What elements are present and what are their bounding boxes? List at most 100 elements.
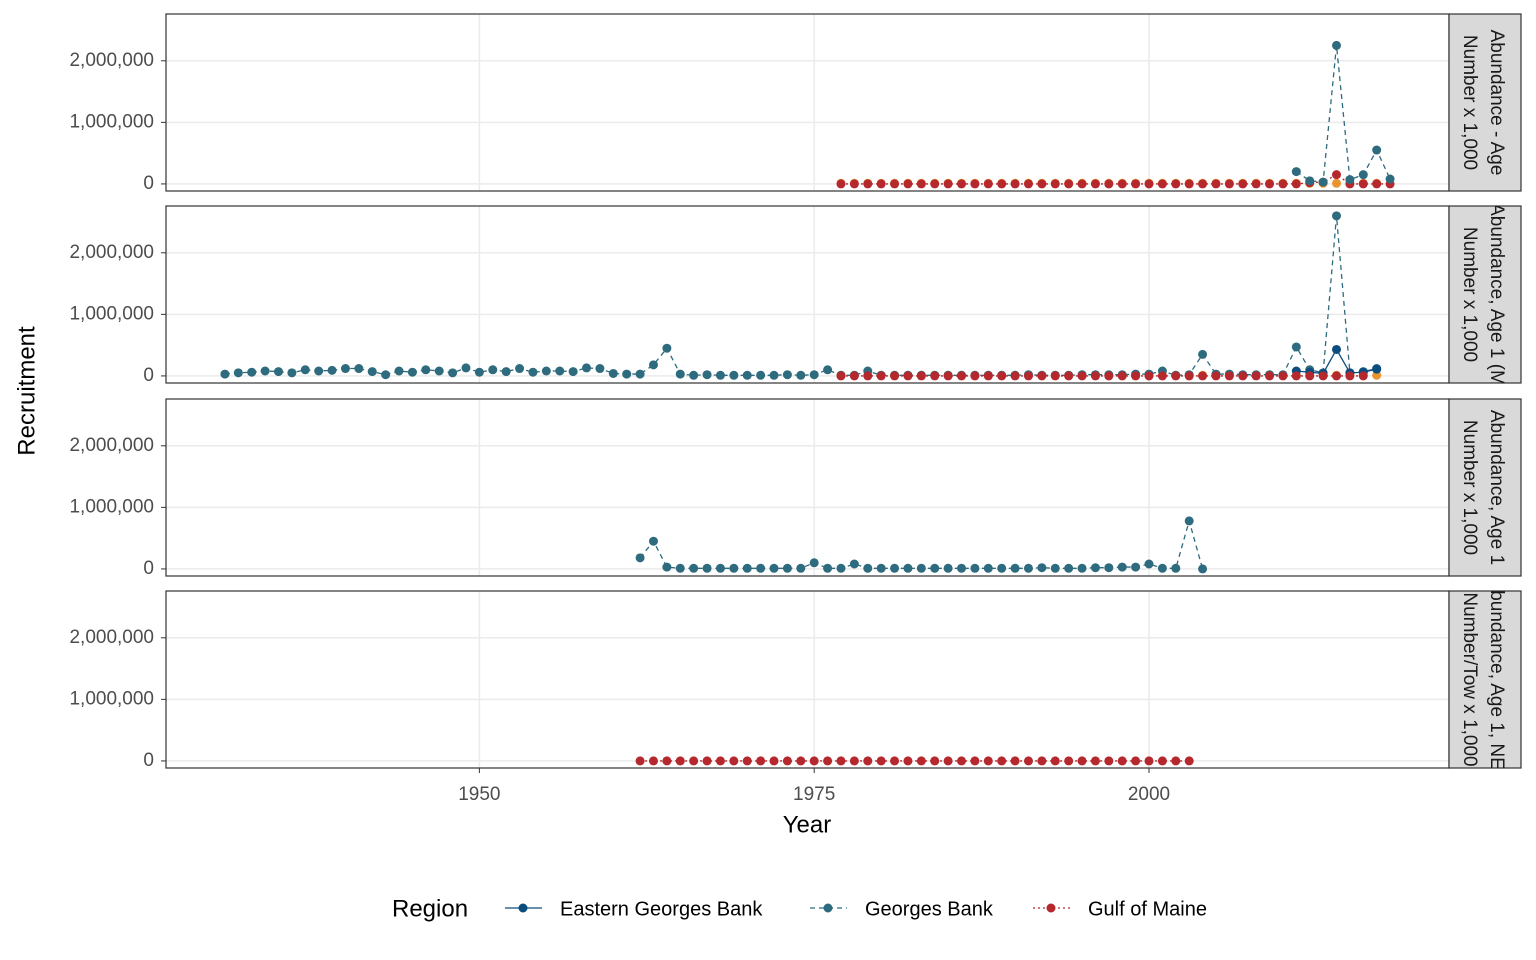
point <box>1372 145 1382 155</box>
y-axis-title: Recruitment <box>13 326 40 456</box>
point <box>1358 170 1368 180</box>
strip-label: Abundance, Age 1 <box>1486 410 1507 565</box>
point <box>702 563 712 573</box>
point <box>769 756 779 766</box>
point <box>1037 756 1047 766</box>
strip-text: Abundance - Age Number x 1,000 <box>1459 30 1507 176</box>
point <box>1184 516 1194 526</box>
strip-text: Abundance, Age 1 Number x 1,000 <box>1459 410 1507 565</box>
point <box>1184 756 1194 766</box>
point <box>1332 344 1342 354</box>
point <box>796 370 806 380</box>
point <box>1090 371 1100 381</box>
legend-key-point <box>1046 903 1056 913</box>
point <box>1171 179 1181 189</box>
point <box>1184 371 1194 381</box>
point <box>943 756 953 766</box>
point <box>1090 756 1100 766</box>
legend-label: Gulf of Maine <box>1088 898 1207 920</box>
panel <box>166 206 1449 383</box>
point <box>501 367 511 377</box>
point <box>916 756 926 766</box>
point <box>1385 174 1395 184</box>
point <box>836 756 846 766</box>
point <box>916 179 926 189</box>
point <box>836 563 846 573</box>
point <box>809 558 819 568</box>
point <box>595 364 605 374</box>
point <box>260 366 270 376</box>
point <box>702 756 712 766</box>
point <box>1077 179 1087 189</box>
strip-label: Number x 1,000 <box>1459 420 1480 555</box>
point <box>729 563 739 573</box>
point <box>1251 371 1261 381</box>
point <box>287 368 297 378</box>
legend-label: Georges Bank <box>865 898 994 920</box>
point <box>394 366 404 376</box>
point <box>836 179 846 189</box>
point <box>1131 179 1141 189</box>
point <box>863 179 873 189</box>
point <box>689 756 699 766</box>
point <box>1131 562 1141 572</box>
y-tick-label: 2,000,000 <box>69 242 154 263</box>
point <box>729 756 739 766</box>
y-tick-label: 0 <box>143 173 154 194</box>
point <box>1064 563 1074 573</box>
point <box>367 367 377 377</box>
point <box>1010 179 1020 189</box>
point <box>756 563 766 573</box>
strip <box>1448 590 1522 769</box>
point <box>1104 371 1114 381</box>
y-tick-label: 2,000,000 <box>69 50 154 71</box>
point <box>340 364 350 374</box>
point <box>635 553 645 563</box>
point <box>769 370 779 380</box>
y-tick-label: 2,000,000 <box>69 627 154 648</box>
point <box>1157 756 1167 766</box>
point <box>930 756 940 766</box>
point <box>608 368 618 378</box>
point <box>983 371 993 381</box>
point <box>983 756 993 766</box>
point <box>876 371 886 381</box>
strip-label: Abundance, Age 1, NEF <box>1486 578 1507 782</box>
strip-text: Abundance, Age 1 (M Number x 1,000 <box>1459 206 1507 383</box>
point <box>1010 371 1020 381</box>
legend-key-point <box>823 903 833 913</box>
point <box>715 563 725 573</box>
point <box>997 756 1007 766</box>
point <box>675 563 685 573</box>
x-tick-label: 2000 <box>1128 784 1170 805</box>
strip-text: Abundance, Age 1, NEF Number/Tow x 1,000 <box>1459 578 1507 782</box>
point <box>930 179 940 189</box>
point <box>648 756 658 766</box>
point <box>1144 371 1154 381</box>
point <box>461 363 471 373</box>
point <box>863 371 873 381</box>
y-tick-label: 0 <box>143 558 154 579</box>
point <box>1332 40 1342 50</box>
point <box>823 756 833 766</box>
point <box>1104 756 1114 766</box>
point <box>983 179 993 189</box>
point <box>1305 371 1315 381</box>
point <box>997 563 1007 573</box>
panel <box>166 14 1449 191</box>
point <box>662 756 672 766</box>
y-tick-label: 0 <box>143 365 154 386</box>
strip-label: Number x 1,000 <box>1459 227 1480 362</box>
point <box>890 179 900 189</box>
point <box>1345 175 1355 185</box>
point <box>1144 756 1154 766</box>
point <box>1144 179 1154 189</box>
point <box>1238 179 1248 189</box>
point <box>702 370 712 380</box>
point <box>1171 563 1181 573</box>
point <box>528 367 538 377</box>
y-tick-label: 2,000,000 <box>69 435 154 456</box>
point <box>314 366 324 376</box>
point <box>1157 563 1167 573</box>
